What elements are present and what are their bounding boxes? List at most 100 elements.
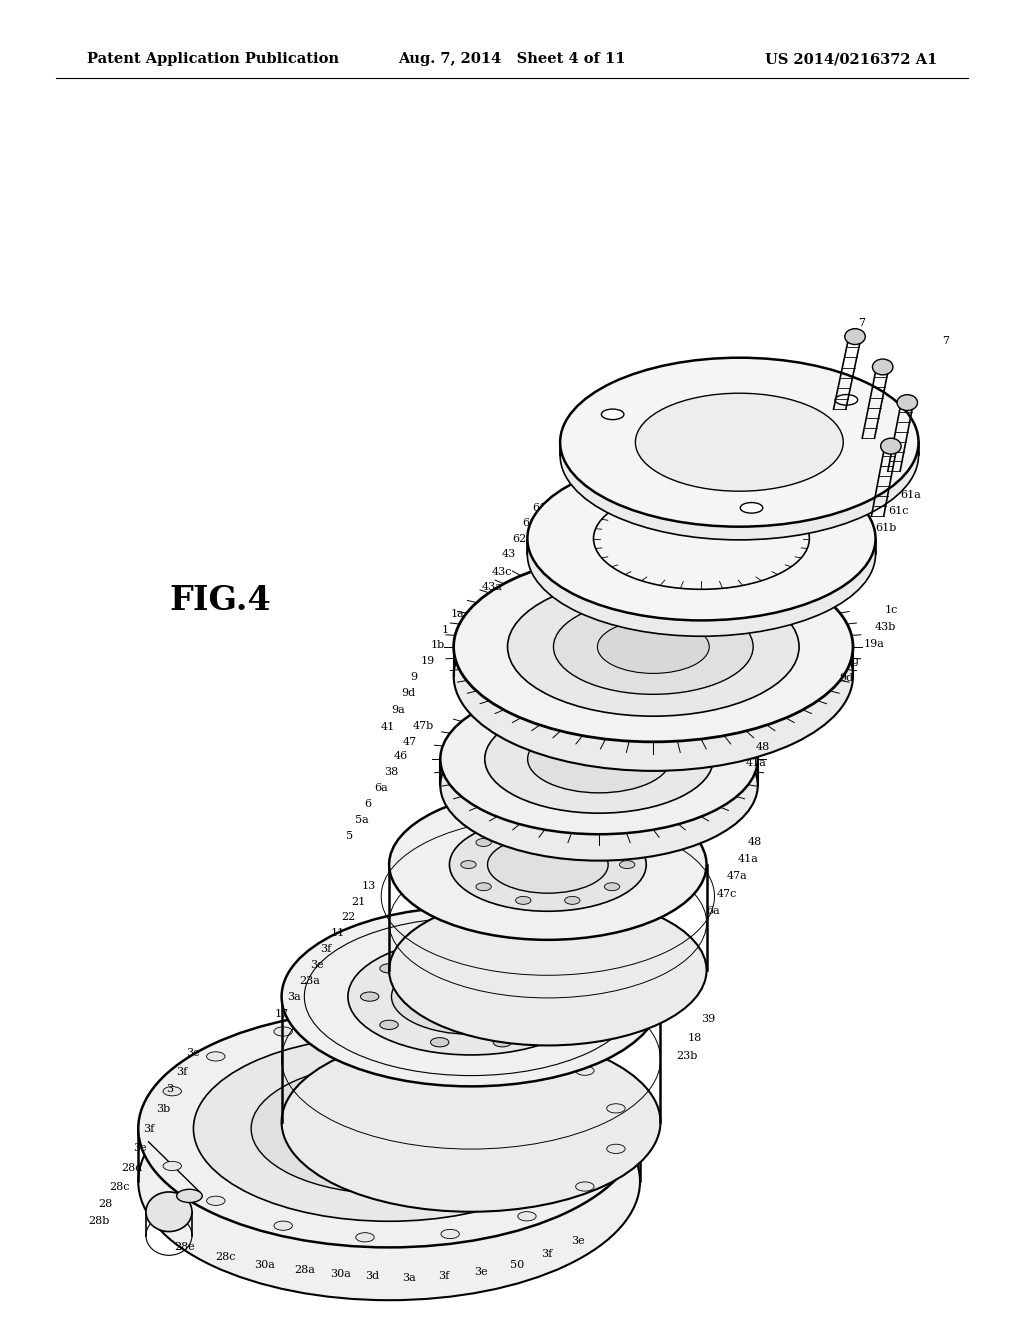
Ellipse shape xyxy=(620,861,635,869)
Ellipse shape xyxy=(607,1144,626,1154)
Text: 28a: 28a xyxy=(294,1265,314,1275)
Text: 28c: 28c xyxy=(110,1181,130,1192)
Text: 3d: 3d xyxy=(366,1271,380,1282)
Ellipse shape xyxy=(476,838,492,846)
Text: 28b: 28b xyxy=(88,1216,110,1226)
Text: 47b: 47b xyxy=(413,721,434,731)
Text: 39: 39 xyxy=(701,1014,716,1024)
Ellipse shape xyxy=(138,1063,640,1300)
Ellipse shape xyxy=(575,1067,594,1076)
Ellipse shape xyxy=(508,577,799,717)
Ellipse shape xyxy=(494,946,512,956)
Text: 61a: 61a xyxy=(900,490,921,500)
Text: 41: 41 xyxy=(381,722,395,733)
Text: 43: 43 xyxy=(502,549,516,560)
Text: 3: 3 xyxy=(166,1084,173,1094)
Ellipse shape xyxy=(389,789,707,940)
Ellipse shape xyxy=(380,964,398,973)
Text: 28c: 28c xyxy=(215,1251,236,1262)
Text: 3e: 3e xyxy=(133,1143,146,1154)
Ellipse shape xyxy=(440,710,758,861)
Ellipse shape xyxy=(564,896,580,904)
Ellipse shape xyxy=(544,1020,562,1030)
Ellipse shape xyxy=(597,620,710,673)
Ellipse shape xyxy=(274,1027,293,1036)
Text: 61b: 61b xyxy=(876,523,897,533)
Text: 50: 50 xyxy=(510,1259,524,1270)
Text: 3e: 3e xyxy=(474,1267,487,1278)
Ellipse shape xyxy=(872,359,893,375)
Text: 1a: 1a xyxy=(451,609,464,619)
Ellipse shape xyxy=(176,1189,203,1203)
Ellipse shape xyxy=(282,1032,660,1212)
Ellipse shape xyxy=(845,329,865,345)
Ellipse shape xyxy=(740,503,763,513)
Ellipse shape xyxy=(881,438,901,454)
Ellipse shape xyxy=(440,684,758,834)
Ellipse shape xyxy=(355,1015,374,1024)
Text: 7: 7 xyxy=(942,335,949,346)
Text: 11: 11 xyxy=(331,928,345,939)
Text: 13: 13 xyxy=(361,880,376,891)
Ellipse shape xyxy=(163,1162,181,1171)
Ellipse shape xyxy=(604,838,620,846)
Text: 28e: 28e xyxy=(174,1242,195,1253)
Ellipse shape xyxy=(516,825,531,833)
Ellipse shape xyxy=(391,958,551,1035)
Text: 3f: 3f xyxy=(321,944,332,954)
Text: 3b: 3b xyxy=(156,1104,170,1114)
Text: 3a: 3a xyxy=(287,991,300,1002)
Text: 28: 28 xyxy=(98,1199,113,1209)
Text: 38: 38 xyxy=(384,767,398,777)
Ellipse shape xyxy=(575,1181,594,1191)
Text: 41a: 41a xyxy=(737,854,758,865)
Ellipse shape xyxy=(527,457,876,620)
Ellipse shape xyxy=(194,1036,585,1221)
Text: 41a: 41a xyxy=(745,758,766,768)
Ellipse shape xyxy=(360,993,379,1001)
Ellipse shape xyxy=(274,1221,293,1230)
Text: 62: 62 xyxy=(512,533,526,544)
Text: 3a: 3a xyxy=(402,1272,416,1283)
Text: 9a: 9a xyxy=(391,705,404,715)
Text: 3f: 3f xyxy=(143,1123,155,1134)
Text: 48: 48 xyxy=(756,742,770,752)
Ellipse shape xyxy=(454,552,853,742)
Ellipse shape xyxy=(461,861,476,869)
Ellipse shape xyxy=(484,705,714,813)
Ellipse shape xyxy=(163,1086,181,1096)
Ellipse shape xyxy=(836,395,858,405)
Ellipse shape xyxy=(476,883,492,891)
Ellipse shape xyxy=(389,895,707,1045)
Ellipse shape xyxy=(450,818,646,911)
Text: US 2014/0216372 A1: US 2014/0216372 A1 xyxy=(765,53,937,66)
Text: 30a: 30a xyxy=(254,1259,274,1270)
Text: 23a: 23a xyxy=(299,975,319,986)
Text: 18: 18 xyxy=(688,1032,702,1043)
Text: 9: 9 xyxy=(411,672,418,682)
Text: 47c: 47c xyxy=(717,888,737,899)
Text: 3f: 3f xyxy=(176,1067,187,1077)
Ellipse shape xyxy=(487,836,608,894)
Text: 48: 48 xyxy=(748,837,762,847)
Ellipse shape xyxy=(601,409,624,420)
Text: 9d: 9d xyxy=(840,673,854,684)
Text: 19: 19 xyxy=(421,656,435,667)
Text: 21: 21 xyxy=(351,896,366,907)
Text: 3e: 3e xyxy=(571,1236,585,1246)
Ellipse shape xyxy=(380,1020,398,1030)
Ellipse shape xyxy=(516,896,531,904)
Ellipse shape xyxy=(146,1192,193,1232)
Text: g: g xyxy=(852,656,859,667)
Ellipse shape xyxy=(563,993,582,1001)
Text: 1: 1 xyxy=(441,624,449,635)
Text: 3e: 3e xyxy=(186,1048,200,1059)
Text: 30a: 30a xyxy=(330,1269,350,1279)
Text: 6a: 6a xyxy=(707,906,720,916)
Text: 23b: 23b xyxy=(676,1051,697,1061)
Text: 6a: 6a xyxy=(374,783,387,793)
Text: 61d: 61d xyxy=(532,503,554,513)
Ellipse shape xyxy=(282,907,660,1086)
Ellipse shape xyxy=(635,393,844,491)
Text: 1c: 1c xyxy=(885,605,898,615)
